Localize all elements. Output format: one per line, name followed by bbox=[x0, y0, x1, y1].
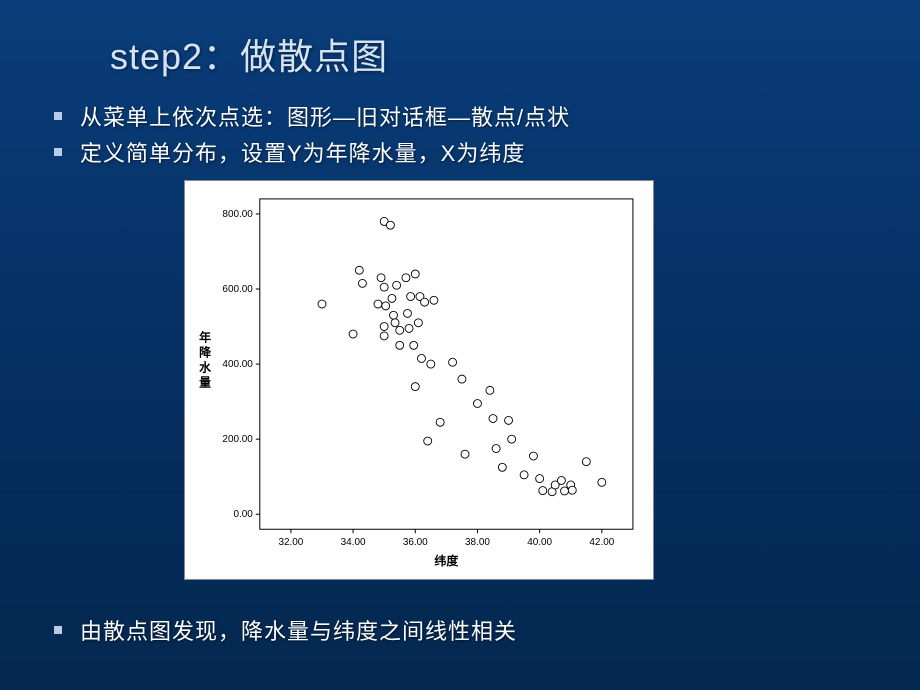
svg-text:38.00: 38.00 bbox=[465, 537, 490, 548]
svg-text:量: 量 bbox=[199, 375, 211, 389]
svg-text:200.00: 200.00 bbox=[222, 434, 253, 445]
svg-text:400.00: 400.00 bbox=[222, 359, 253, 370]
svg-text:年: 年 bbox=[199, 330, 211, 345]
scatter-chart: 0.00 200.00 400.00 600.00 800.00 32.00 34.00 36… bbox=[184, 180, 654, 580]
svg-text:纬度: 纬度 bbox=[434, 553, 458, 568]
bullet-list-bottom: 由散点图发现，降水量与纬度之间线性相关 bbox=[54, 614, 517, 650]
slide-title: step2：做散点图 bbox=[110, 28, 388, 80]
bullet-item: 由散点图发现，降水量与纬度之间线性相关 bbox=[54, 614, 517, 646]
bullet-text: 由散点图发现，降水量与纬度之间线性相关 bbox=[80, 614, 517, 646]
bullet-marker-icon bbox=[54, 148, 62, 156]
bullet-marker-icon bbox=[54, 626, 62, 634]
svg-text:0.00: 0.00 bbox=[233, 509, 253, 520]
bullet-list-top: 从菜单上依次点选：图形—旧对话框—散点/点状 定义简单分布，设置Y为年降水量，X… bbox=[54, 100, 570, 172]
svg-text:32.00: 32.00 bbox=[278, 537, 303, 548]
bullet-marker-icon bbox=[54, 112, 62, 120]
svg-text:降: 降 bbox=[199, 345, 212, 360]
svg-text:36.00: 36.00 bbox=[403, 537, 428, 548]
svg-text:水: 水 bbox=[199, 360, 212, 375]
svg-text:600.00: 600.00 bbox=[222, 284, 253, 295]
bullet-text: 从菜单上依次点选：图形—旧对话框—散点/点状 bbox=[80, 100, 570, 132]
svg-text:34.00: 34.00 bbox=[341, 537, 366, 548]
svg-text:40.00: 40.00 bbox=[527, 537, 552, 548]
chart-svg: 0.00 200.00 400.00 600.00 800.00 32.00 34.00 36… bbox=[185, 181, 653, 579]
bullet-item: 定义简单分布，设置Y为年降水量，X为纬度 bbox=[54, 136, 570, 168]
svg-text:800.00: 800.00 bbox=[222, 209, 253, 220]
svg-text:42.00: 42.00 bbox=[589, 537, 614, 548]
bullet-item: 从菜单上依次点选：图形—旧对话框—散点/点状 bbox=[54, 100, 570, 132]
bullet-text: 定义简单分布，设置Y为年降水量，X为纬度 bbox=[80, 136, 525, 168]
